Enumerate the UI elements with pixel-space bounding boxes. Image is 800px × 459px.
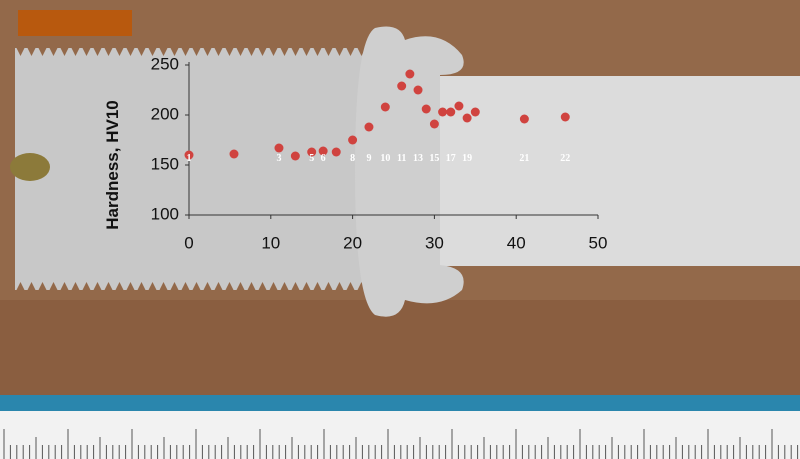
point-label: 9: [366, 153, 371, 164]
data-point: [413, 85, 423, 95]
data-point: [519, 114, 529, 124]
data-point: [405, 69, 415, 79]
data-point: [380, 102, 390, 112]
point-label: 11: [397, 153, 406, 164]
background-lower: [0, 300, 800, 395]
y-tick-label: 150: [151, 154, 179, 173]
data-point: [331, 147, 341, 157]
rivet: [10, 153, 50, 181]
data-point: [454, 101, 464, 111]
data-point: [348, 135, 358, 145]
data-point: [446, 107, 456, 117]
point-label: 13: [413, 153, 423, 164]
point-label: 22: [560, 153, 570, 164]
y-tick-label: 250: [151, 54, 179, 73]
data-point: [184, 150, 194, 160]
data-point: [397, 81, 407, 91]
point-label: 6: [321, 153, 326, 164]
data-point: [429, 119, 439, 129]
point-label: 19: [462, 153, 472, 164]
point-label: 17: [446, 153, 456, 164]
x-tick-label: 40: [507, 233, 526, 252]
emblem: [355, 26, 464, 317]
ruler-ticks: [3, 429, 799, 459]
point-label: 5: [309, 153, 314, 164]
data-point: [470, 107, 480, 117]
point-label: 1: [187, 153, 192, 164]
y-tick-label: 100: [151, 204, 179, 223]
data-point: [307, 147, 317, 157]
x-tick-label: 20: [343, 233, 362, 252]
data-point: [421, 104, 431, 114]
data-point: [438, 107, 448, 117]
label-patch: [18, 10, 132, 36]
point-label: 21: [519, 153, 529, 164]
data-point: [274, 143, 284, 153]
x-tick-label: 0: [184, 233, 193, 252]
y-axis-label: Hardness, HV10: [103, 100, 122, 229]
x-tick-label: 50: [589, 233, 608, 252]
data-point: [229, 149, 239, 159]
x-tick-label: 30: [425, 233, 444, 252]
y-tick-label: 200: [151, 104, 179, 123]
data-point: [560, 112, 570, 122]
point-label: 3: [276, 153, 281, 164]
x-tick-label: 10: [261, 233, 280, 252]
point-label: 15: [429, 153, 439, 164]
saw-blade: [15, 48, 380, 290]
data-point: [318, 146, 328, 156]
data-point: [290, 151, 300, 161]
point-label: 10: [380, 153, 390, 164]
data-point: [462, 113, 472, 123]
ruler: [0, 411, 800, 459]
point-label: 8: [350, 153, 355, 164]
data-point: [364, 122, 374, 132]
blue-strip: [0, 395, 800, 411]
